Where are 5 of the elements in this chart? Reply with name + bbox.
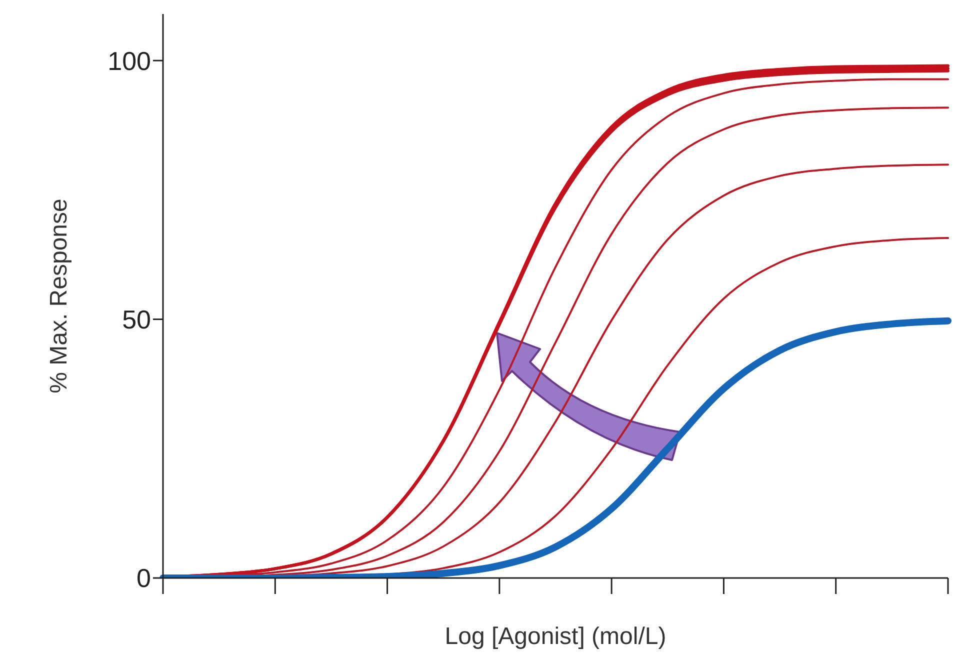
x-axis-title: Log [Agonist] (mol/L) [444,623,666,650]
y-tick-label: 50 [122,304,151,335]
y-tick-label: 100 [108,46,151,76]
y-tick-label: 0 [136,563,151,594]
y-axis-title: % Max. Response [46,198,73,394]
